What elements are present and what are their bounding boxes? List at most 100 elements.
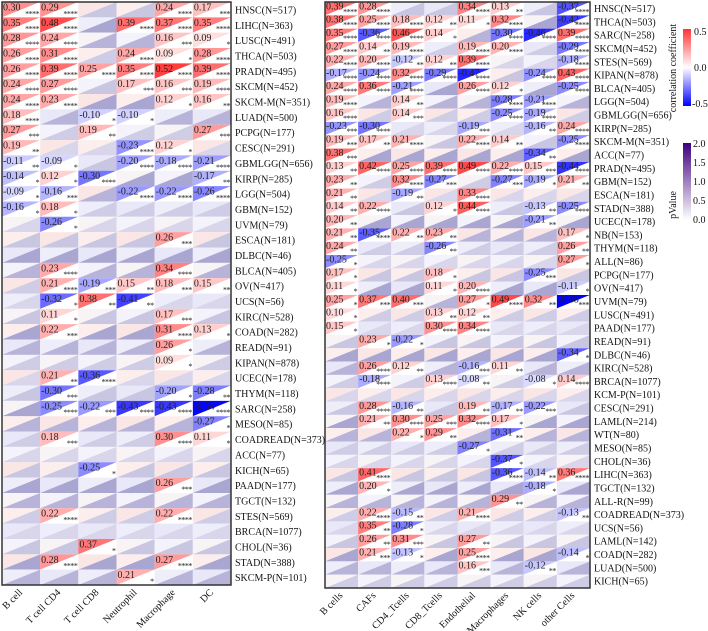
correlation-label: -0.28 bbox=[392, 521, 413, 532]
correlation-triangle bbox=[192, 554, 231, 570]
correlation-triangle bbox=[424, 95, 458, 109]
heatmap-cell bbox=[391, 374, 425, 389]
correlation-triangle bbox=[40, 569, 79, 585]
heatmap-cell bbox=[457, 175, 491, 189]
pvalue-triangle bbox=[78, 17, 117, 33]
pvalue-triangle bbox=[457, 494, 491, 509]
pvalue-triangle bbox=[490, 228, 524, 242]
pvalue-triangle bbox=[325, 548, 359, 562]
pvalue-triangle bbox=[325, 441, 359, 455]
pvalue-triangle bbox=[391, 388, 425, 402]
pvalue-triangle bbox=[391, 148, 425, 162]
correlation-label: -0.22 bbox=[118, 187, 139, 198]
heatmap-cell bbox=[2, 400, 41, 417]
heatmap-cell bbox=[40, 416, 79, 432]
pvalue-triangle bbox=[2, 446, 41, 463]
correlation-triangle bbox=[192, 385, 231, 401]
heatmap-cell bbox=[2, 216, 41, 233]
significance-stars: **** bbox=[63, 516, 78, 525]
significance-stars: **** bbox=[376, 61, 391, 70]
heatmap-cell: -0.13 ** bbox=[556, 507, 590, 522]
significance-stars: **** bbox=[140, 25, 155, 34]
significance-stars: **** bbox=[476, 7, 491, 16]
correlation-label: -0.27 bbox=[492, 174, 513, 185]
pvalue-triangle bbox=[424, 295, 458, 309]
correlation-triangle bbox=[116, 339, 155, 355]
pvalue-triangle bbox=[154, 477, 193, 493]
significance-stars: **** bbox=[25, 117, 40, 126]
pvalue-triangle bbox=[325, 401, 359, 415]
pvalue-triangle bbox=[490, 468, 524, 482]
pvalue-triangle bbox=[78, 308, 117, 325]
heatmap-cell bbox=[391, 441, 425, 455]
heatmap-cell: 0.13 ** bbox=[490, 1, 524, 16]
pvalue-triangle bbox=[192, 554, 231, 570]
pvalue-triangle bbox=[523, 228, 557, 242]
heatmap-cell: -0.16* bbox=[2, 201, 41, 218]
pvalue-triangle bbox=[523, 161, 557, 176]
correlation-triangle bbox=[457, 534, 491, 549]
pvalue-triangle bbox=[192, 17, 231, 33]
heatmap-cell bbox=[424, 508, 458, 522]
heatmap-cell bbox=[490, 68, 524, 82]
pvalue-triangle bbox=[457, 441, 491, 455]
heatmap-cell: 0.19** bbox=[457, 401, 491, 416]
correlation-label: -0.17 bbox=[326, 68, 347, 79]
significance-stars: **** bbox=[102, 178, 117, 187]
pvalue-triangle bbox=[490, 414, 524, 429]
heatmap-cell bbox=[523, 334, 557, 349]
heatmap-cell bbox=[40, 140, 79, 156]
pvalue-triangle bbox=[490, 161, 524, 176]
row-label: KIPAN(N=878) bbox=[594, 71, 658, 82]
correlation-triangle bbox=[358, 534, 392, 549]
heatmap-cell: 0.24**** bbox=[154, 2, 193, 18]
correlation-label: -0.47 bbox=[459, 68, 480, 79]
correlation-label: 0.28 bbox=[194, 48, 212, 59]
heatmap-cell bbox=[523, 241, 557, 256]
correlation-triangle bbox=[391, 534, 425, 549]
heatmap-row: 0.16 **** 0.14 *** -0.25**** -0.19**** bbox=[325, 108, 590, 123]
correlation-label: -0.22 bbox=[79, 401, 100, 412]
correlation-label: 0.21 bbox=[359, 547, 377, 558]
pvalue-triangle bbox=[391, 41, 425, 56]
correlation-triangle bbox=[457, 321, 491, 335]
correlation-triangle bbox=[556, 228, 590, 242]
correlation-label: 0.27 bbox=[3, 125, 21, 136]
significance-stars: *** bbox=[479, 367, 490, 376]
significance-stars: ** bbox=[147, 301, 155, 310]
heatmap-cell bbox=[358, 255, 392, 269]
heatmap-cell bbox=[490, 188, 524, 202]
heatmap-cell: 0.31**** bbox=[40, 48, 79, 64]
correlation-triangle bbox=[490, 321, 524, 335]
heatmap-cell: 0.37* bbox=[78, 538, 117, 555]
pvalue-triangle bbox=[2, 308, 41, 325]
pvalue-triangle bbox=[358, 161, 392, 176]
correlation-triangle bbox=[192, 201, 231, 217]
pvalue-triangle bbox=[40, 508, 79, 524]
significance-stars: *** bbox=[181, 86, 192, 95]
heatmap-cell: 0.23 * bbox=[358, 334, 392, 349]
heatmap-row: 0.21 ** 0.30 **** 0.25 *** 0.32 **** 0.17 * bbox=[325, 414, 590, 429]
heatmap-cell: 0.12* bbox=[490, 81, 524, 96]
pvalue-triangle bbox=[424, 441, 458, 455]
pvalue-triangle bbox=[457, 28, 491, 42]
significance-stars: * bbox=[552, 487, 556, 496]
correlation-triangle bbox=[325, 201, 359, 216]
pvalue-triangle bbox=[523, 508, 557, 522]
pvalue-triangle bbox=[358, 281, 392, 295]
significance-stars: ** bbox=[516, 367, 524, 376]
significance-stars: **** bbox=[575, 127, 590, 136]
pvalue-triangle bbox=[490, 108, 524, 122]
significance-stars: ** bbox=[549, 127, 557, 136]
pvalue-tick: 0.5 bbox=[693, 196, 706, 207]
heatmap-cell: 0.12 ** bbox=[424, 55, 458, 70]
correlation-triangle bbox=[325, 28, 359, 42]
pvalue-triangle bbox=[457, 534, 491, 549]
correlation-triangle bbox=[116, 232, 155, 248]
heatmap-cell: 0.27*** bbox=[2, 124, 41, 141]
heatmap-cell: 0.19**** bbox=[391, 41, 425, 56]
correlation-triangle bbox=[391, 95, 425, 109]
heatmap-cell: 0.24**** bbox=[40, 32, 79, 49]
pvalue-triangle bbox=[2, 431, 41, 447]
pvalue-triangle bbox=[391, 534, 425, 549]
